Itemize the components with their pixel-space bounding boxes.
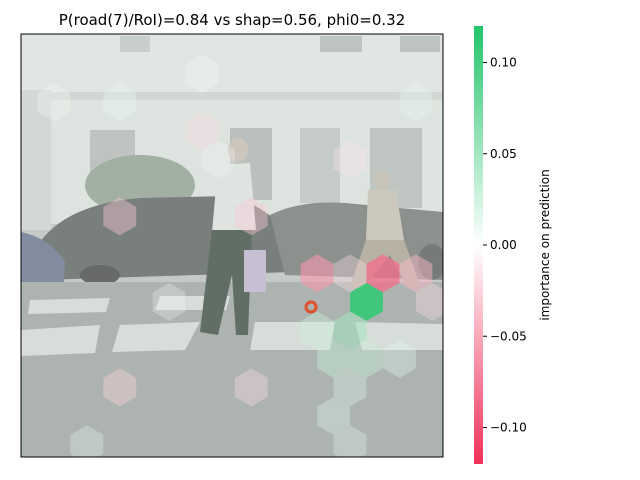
shap-hex-20 <box>333 425 367 457</box>
image-plot-area <box>21 34 443 457</box>
shap-hex-16 <box>333 368 367 407</box>
shap-hex-4 <box>300 254 334 293</box>
zebra-crossing <box>21 296 443 356</box>
shap-hex-23 <box>103 83 137 122</box>
shap-hex-6 <box>366 254 400 293</box>
shap-hex-2 <box>234 197 268 236</box>
shap-hex-22 <box>37 83 71 122</box>
shap-hex-7 <box>399 254 433 293</box>
pedestrian-left <box>200 138 266 335</box>
colorbar-tick-label-4: −0.10 <box>490 421 527 435</box>
chart-title: P(road(7)/RoI)=0.84 vs shap=0.56, phi0=0… <box>59 11 406 29</box>
colorbar-tick-label-2: 0.00 <box>490 238 517 252</box>
colorbar-tick-label-1: 0.05 <box>490 147 517 161</box>
roi-marker <box>304 300 318 314</box>
shap-hex-26 <box>202 140 235 179</box>
shap-hex-21 <box>70 425 104 457</box>
shap-hex-14 <box>317 339 351 378</box>
shap-hex-5 <box>333 254 367 293</box>
shap-hex-17 <box>103 368 137 407</box>
colorbar <box>474 26 483 464</box>
colorbar-ticks: 0.10 0.05 0.00 −0.05 −0.10 <box>483 56 527 435</box>
shap-hex-13 <box>350 339 383 378</box>
shap-hex-25 <box>399 83 433 122</box>
shap-hex-18 <box>234 368 268 407</box>
shap-hex-11 <box>300 311 334 350</box>
colorbar-tick-label-0: 0.10 <box>490 56 517 70</box>
shap-hex-10 <box>415 282 443 321</box>
image-frame <box>20 33 444 458</box>
shap-hex-1 <box>333 140 367 179</box>
shap-hex-27 <box>152 282 186 321</box>
colorbar-label: importance on prediction <box>538 169 552 320</box>
shap-hex-15 <box>383 339 416 378</box>
shap-hex-9 <box>350 282 383 321</box>
shap-hex-19 <box>317 396 351 435</box>
colorbar-tick-label-3: −0.05 <box>490 329 527 343</box>
shap-hex-3 <box>103 197 137 236</box>
shap-hex-overlay <box>37 54 443 457</box>
shap-hex-0 <box>185 111 219 150</box>
shap-hex-24 <box>185 54 219 93</box>
shap-hex-12 <box>333 311 367 350</box>
